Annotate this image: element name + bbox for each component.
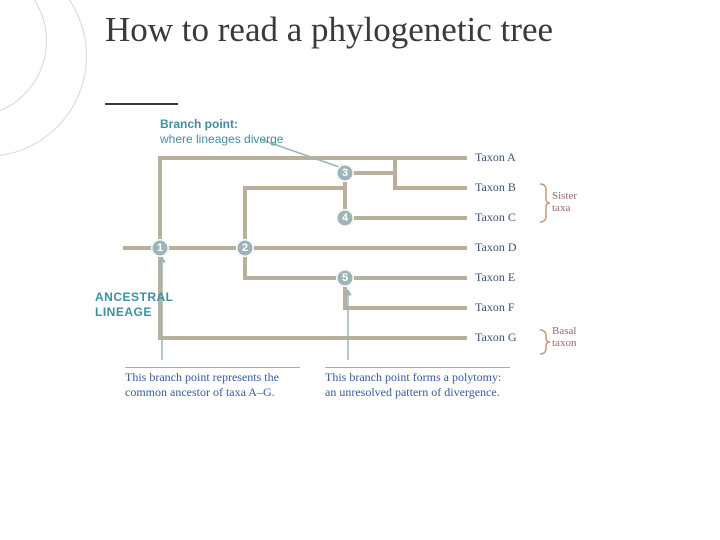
taxon-label-g: Taxon G	[475, 330, 516, 345]
branch-point-label: Branch point: where lineages diverge	[160, 117, 283, 147]
node-badge-3: 3	[336, 164, 354, 182]
ancestral-lineage-label: ANCESTRAL LINEAGE	[95, 290, 175, 320]
node-badge-2: 2	[236, 239, 254, 257]
common-ancestor-annotation: This branch point represents the common …	[125, 367, 300, 400]
sister-taxa-label: Sister taxa	[552, 190, 592, 214]
taxon-label-e: Taxon E	[475, 270, 515, 285]
polytomy-annotation: This branch point forms a polytomy: an u…	[325, 367, 510, 400]
taxon-label-f: Taxon F	[475, 300, 515, 315]
branch-point-subtitle-text: where lineages diverge	[160, 132, 283, 146]
node-badge-5: 5	[336, 269, 354, 287]
taxon-label-c: Taxon C	[475, 210, 516, 225]
taxon-label-d: Taxon D	[475, 240, 516, 255]
branch-point-title-text: Branch point:	[160, 117, 238, 131]
slide: How to read a phylogenetic tree Branch p…	[0, 0, 720, 540]
node-badge-4: 4	[336, 209, 354, 227]
phylogenetic-tree-diagram: Branch point: where lineages diverge ANC…	[100, 122, 620, 482]
basal-taxon-label: Basal taxon	[552, 325, 592, 349]
title-underline	[105, 103, 178, 105]
taxon-label-a: Taxon A	[475, 150, 516, 165]
tree-svg	[100, 122, 620, 482]
page-title: How to read a phylogenetic tree	[105, 10, 665, 50]
taxon-label-b: Taxon B	[475, 180, 516, 195]
node-badge-1: 1	[151, 239, 169, 257]
